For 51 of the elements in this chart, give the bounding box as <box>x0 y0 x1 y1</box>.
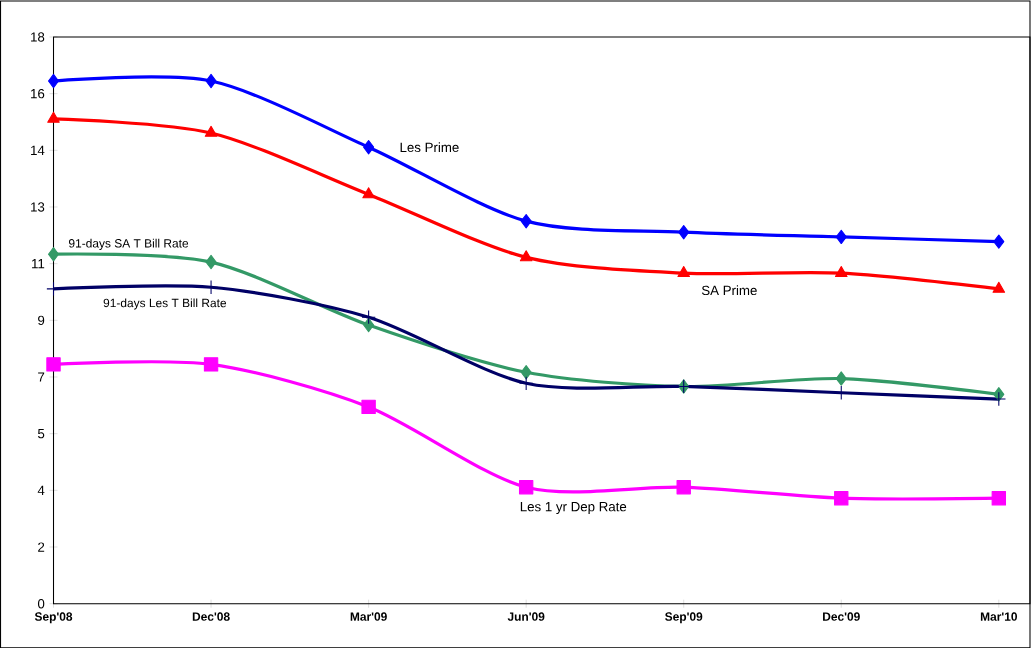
point <box>835 229 847 244</box>
x-tick-label: Jun'09 <box>507 612 545 621</box>
y-tick-label: 13 <box>31 202 45 212</box>
y-tick-label: 11 <box>32 258 45 269</box>
x-tick-label: Dec'09 <box>823 612 860 621</box>
point <box>676 479 691 495</box>
x-tick-label: Sep'09 <box>665 612 703 624</box>
point <box>47 111 60 123</box>
point <box>47 73 60 89</box>
point <box>834 265 848 277</box>
y-tick-label: 14 <box>31 145 45 155</box>
point <box>205 254 217 270</box>
y-tick-label: 2 <box>38 542 45 552</box>
point <box>46 357 61 372</box>
point <box>361 399 376 415</box>
series-label: 91-days Les T Bill Rate <box>103 298 227 310</box>
y-tick-label: 18 <box>31 32 45 42</box>
point <box>520 364 532 380</box>
x-tick-label: Sep'08 <box>34 612 73 624</box>
point <box>835 371 847 386</box>
point <box>362 187 375 199</box>
point <box>205 73 217 89</box>
x-tick-label: Dec'08 <box>192 612 230 621</box>
series-label: Les Prime <box>400 142 459 152</box>
point <box>520 213 532 229</box>
point <box>678 224 690 240</box>
point <box>518 479 534 495</box>
point <box>677 265 691 277</box>
point <box>361 309 376 325</box>
series-label: 91-days SA T Bill Rate <box>69 238 189 250</box>
series-label: Les 1 yr Dep Rate <box>520 502 627 514</box>
y-tick-label: 0 <box>37 598 45 609</box>
point <box>991 490 1007 506</box>
y-tick-label: 4 <box>37 485 45 495</box>
point <box>519 250 533 262</box>
point <box>363 317 375 333</box>
y-tick-label: 5 <box>37 428 45 439</box>
x-tick-label: Mar'09 <box>350 612 387 621</box>
point <box>992 281 1006 293</box>
point <box>47 246 60 262</box>
x-tick-label: Mar'10 <box>980 612 1018 621</box>
point <box>993 234 1005 249</box>
y-tick-label: 16 <box>31 88 45 99</box>
point <box>518 376 534 391</box>
point <box>203 357 219 372</box>
point <box>834 490 849 506</box>
series-label: SA Prime <box>701 285 757 296</box>
point <box>204 125 218 137</box>
y-tick-label: 7 <box>38 372 45 382</box>
y-tick-label: 9 <box>38 315 45 325</box>
point <box>363 139 375 155</box>
